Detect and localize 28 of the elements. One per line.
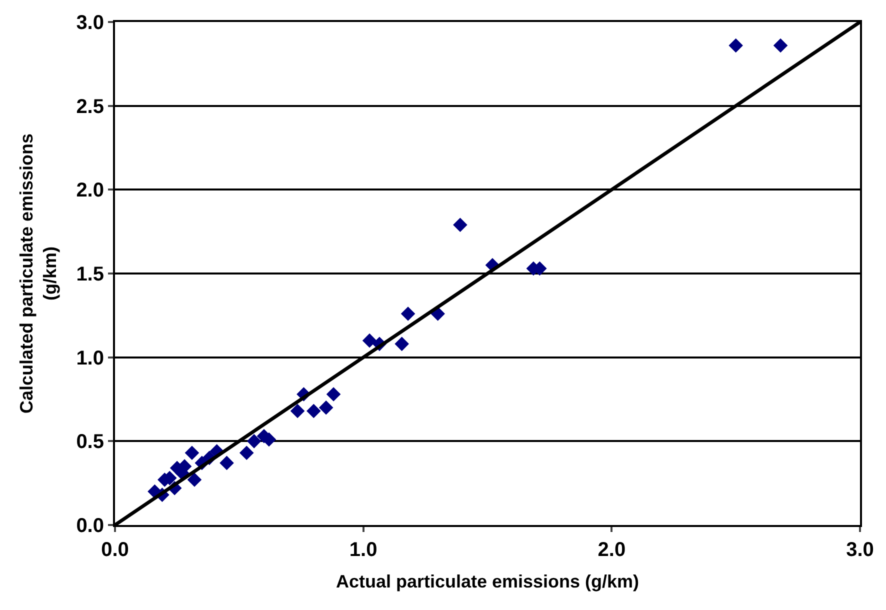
point	[290, 404, 305, 418]
y-tick-label: 1.5	[76, 264, 104, 286]
y-axis-title: Calculated particulate emissions (g/km)	[16, 133, 60, 414]
point	[400, 306, 416, 321]
x-tick-label: 2.0	[598, 539, 626, 561]
point	[246, 434, 262, 448]
point	[773, 38, 788, 53]
point	[318, 400, 334, 415]
point	[187, 472, 202, 487]
point	[453, 218, 468, 232]
point	[394, 336, 409, 352]
x-tick-label: 0.0	[101, 539, 129, 561]
point	[326, 387, 341, 402]
y-tick-label: 3.0	[76, 12, 104, 34]
y-tick-label: 2.5	[76, 96, 104, 118]
x-tick-label: 1.0	[349, 539, 378, 561]
point	[220, 456, 234, 470]
point	[239, 446, 254, 460]
point	[362, 333, 377, 348]
y-tick-label: 0.5	[76, 431, 104, 454]
point	[306, 404, 321, 418]
point	[184, 446, 200, 460]
x-axis-title: Actual particulate emissions (g/km)	[336, 572, 640, 592]
y-tick-label: 1.0	[76, 347, 104, 370]
y-tick-label: 0.0	[76, 515, 104, 537]
x-tick-label: 3.0	[846, 539, 874, 561]
y-tick-label: 2.0	[76, 180, 104, 202]
point	[728, 38, 743, 53]
